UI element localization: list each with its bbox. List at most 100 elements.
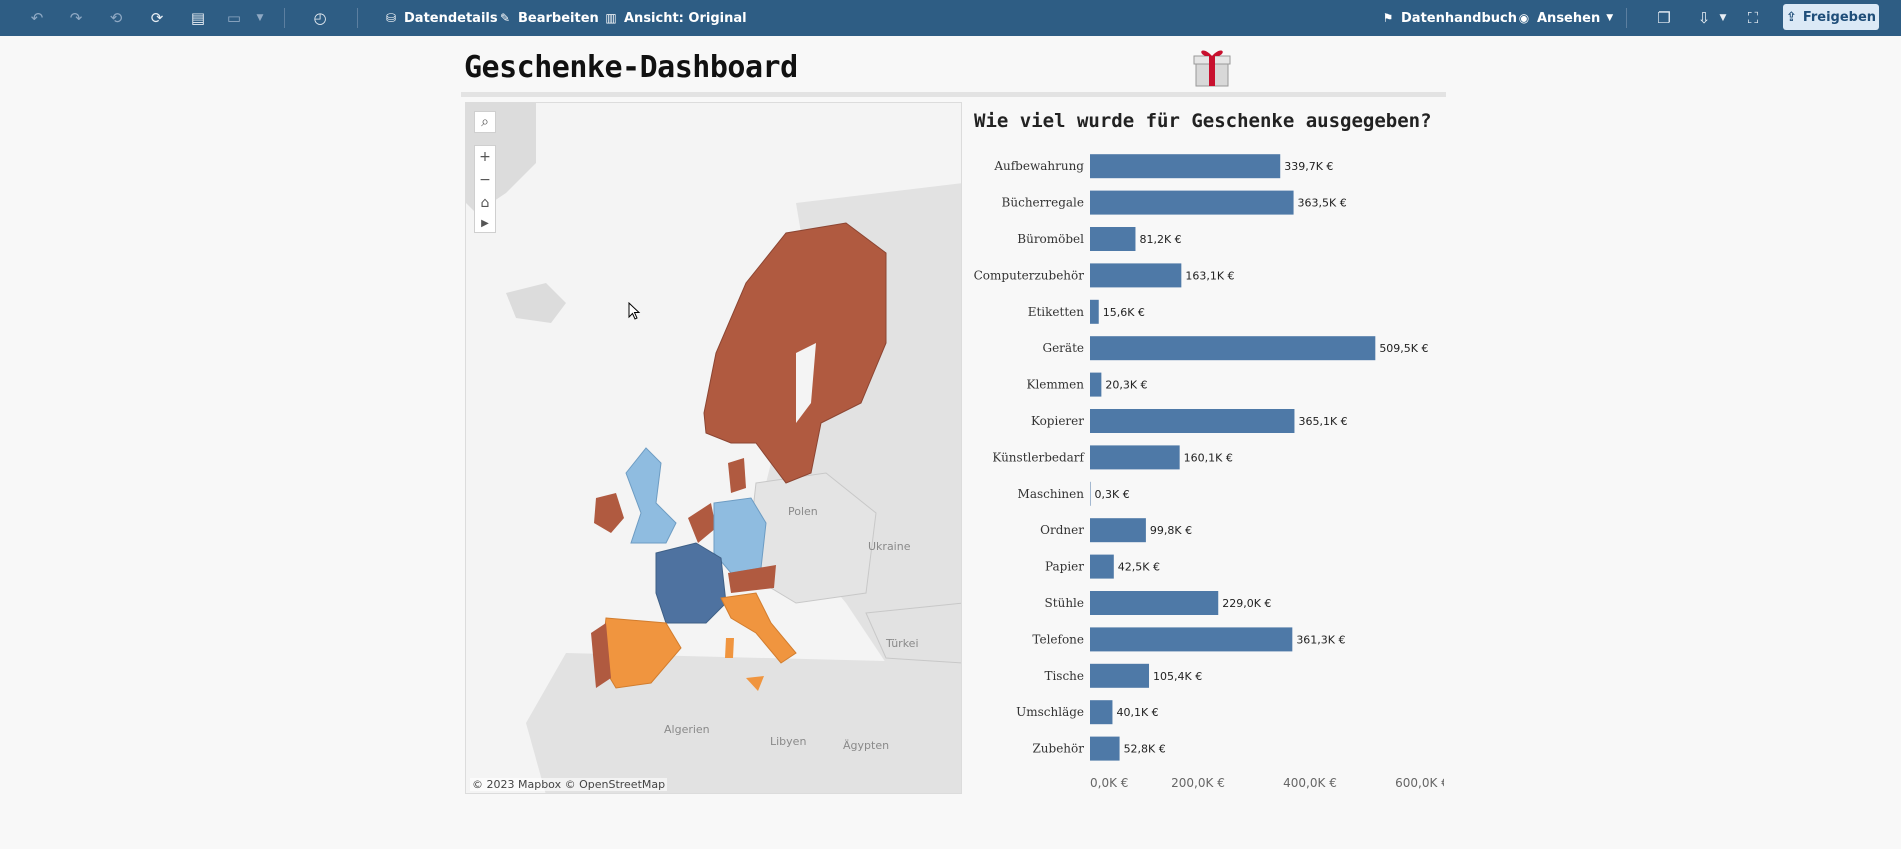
category-label: Maschinen <box>1018 487 1085 501</box>
toolbar-divider <box>357 8 358 28</box>
share-label: Freigeben <box>1802 9 1877 25</box>
bar[interactable] <box>1090 299 1099 324</box>
value-label: 105,4K € <box>1153 670 1202 683</box>
value-label: 52,8K € <box>1124 743 1166 756</box>
x-tick-label: 600,0K € <box>1395 776 1444 790</box>
comments-icon[interactable]: ❐ <box>1657 9 1671 27</box>
chart-title: Wie viel wurde für Geschenke ausgegeben? <box>974 110 1432 132</box>
map-attribution[interactable]: © 2023 Mapbox © OpenStreetMap <box>470 778 668 791</box>
map-label: Algerien <box>664 723 710 736</box>
data-guide-button[interactable]: ⚑ Datenhandbuch <box>1381 7 1517 29</box>
category-label: Klemmen <box>1027 378 1085 392</box>
refresh-data-icon[interactable]: ⟳ <box>150 9 164 27</box>
x-tick-label: 400,0K € <box>1283 776 1337 790</box>
search-icon: ⌕ <box>481 114 489 130</box>
fullscreen-icon[interactable]: ⛶ <box>1747 9 1759 27</box>
value-label: 509,5K € <box>1379 342 1428 355</box>
value-label: 81,2K € <box>1139 233 1181 246</box>
bar[interactable] <box>1090 663 1150 688</box>
value-label: 40,1K € <box>1116 706 1158 719</box>
value-label: 99,8K € <box>1150 524 1192 537</box>
value-label: 42,5K € <box>1118 561 1160 574</box>
pause-updates-icon[interactable]: ▤ <box>190 9 206 27</box>
presentation-icon[interactable]: ▭ <box>226 9 242 27</box>
value-label: 339,7K € <box>1284 160 1333 173</box>
value-label: 15,6K € <box>1103 306 1145 319</box>
category-label: Zubehör <box>1032 742 1084 756</box>
watch-label: Ansehen <box>1537 10 1601 26</box>
bar[interactable] <box>1090 227 1136 251</box>
data-details-label: Datendetails <box>404 10 498 26</box>
value-label: 0,3K € <box>1095 488 1130 501</box>
bar[interactable] <box>1090 409 1295 433</box>
chevron-down-icon[interactable]: ▼ <box>256 13 264 23</box>
value-label: 365,1K € <box>1298 415 1347 428</box>
europe-map[interactable] <box>466 103 962 794</box>
home-icon[interactable]: ⌂ <box>480 194 490 211</box>
map-search-button[interactable]: ⌕ <box>474 111 496 133</box>
database-icon: ⛁ <box>385 11 397 25</box>
value-label: 363,5K € <box>1298 197 1347 210</box>
mouse-cursor-icon <box>628 302 641 320</box>
category-label: Geräte <box>1042 341 1084 355</box>
share-icon: ⇪ <box>1785 9 1797 25</box>
download-icon[interactable]: ⇩ <box>1697 9 1711 27</box>
chevron-down-icon[interactable]: ▼ <box>1719 13 1727 23</box>
bar[interactable] <box>1090 190 1294 215</box>
bar[interactable] <box>1090 554 1114 579</box>
category-label: Kopierer <box>1031 414 1084 428</box>
bar[interactable] <box>1090 263 1182 288</box>
share-button[interactable]: ⇪ Freigeben <box>1783 4 1879 30</box>
bar[interactable] <box>1090 481 1091 506</box>
edit-label: Bearbeiten <box>518 10 599 26</box>
edit-button[interactable]: ✎ Bearbeiten <box>498 7 599 29</box>
category-label: Umschläge <box>1016 705 1084 719</box>
watch-button[interactable]: ◉ Ansehen ▼ <box>1517 7 1613 29</box>
zoom-in-icon[interactable]: + <box>479 149 491 166</box>
category-label: Künstlerbedarf <box>992 450 1085 464</box>
top-toolbar: ↶ ↷ ⟲ ⟳ ▤ ▭ ▼ ◴ ⛁ Datendetails ✎ Bearbei… <box>0 0 1901 36</box>
value-label: 361,3K € <box>1296 633 1345 646</box>
data-guide-icon: ⚑ <box>1382 11 1394 25</box>
data-guide-label: Datenhandbuch <box>1401 10 1517 26</box>
x-tick-label: 200,0K € <box>1171 776 1225 790</box>
play-icon[interactable]: ▶ <box>481 217 489 229</box>
category-label: Stühle <box>1045 596 1084 610</box>
category-label: Papier <box>1045 560 1084 574</box>
undo-icon[interactable]: ↶ <box>30 9 44 27</box>
category-label: Telefone <box>1032 632 1084 646</box>
zoom-out-icon[interactable]: − <box>479 172 491 189</box>
view-button[interactable]: ▥ Ansicht: Original <box>604 7 747 29</box>
map-view[interactable]: ⌕ + − ⌂ ▶ Polen Ukraine Türkei Algerien … <box>465 102 962 794</box>
bar[interactable] <box>1090 336 1376 361</box>
bar[interactable] <box>1090 154 1281 179</box>
map-label: Libyen <box>770 735 807 748</box>
category-label: Ordner <box>1040 523 1084 537</box>
category-label: Computerzubehör <box>974 268 1084 282</box>
edit-icon: ✎ <box>499 11 511 25</box>
bar[interactable] <box>1090 627 1293 652</box>
category-label: Bücherregale <box>1002 196 1084 210</box>
redo-icon[interactable]: ↷ <box>69 9 83 27</box>
bar[interactable] <box>1090 736 1120 761</box>
chevron-down-icon: ▼ <box>1606 13 1614 23</box>
bar[interactable] <box>1090 700 1113 725</box>
map-label: Türkei <box>886 637 919 650</box>
bar[interactable] <box>1090 372 1102 397</box>
map-label: Polen <box>788 505 818 518</box>
value-label: 163,1K € <box>1185 269 1234 282</box>
toolbar-divider <box>284 8 285 28</box>
performance-icon[interactable]: ◴ <box>313 9 327 27</box>
bar[interactable] <box>1090 591 1219 615</box>
title-divider <box>461 92 1446 97</box>
bar[interactable] <box>1090 445 1180 470</box>
view-label: Ansicht: Original <box>624 10 747 26</box>
revert-icon[interactable]: ⟲ <box>109 9 123 27</box>
bar-chart[interactable]: Aufbewahrung 339,7K € Bücherregale 363,5K €… <box>974 146 1444 796</box>
x-tick-label: 0,0K € <box>1090 776 1128 790</box>
map-zoom-controls: + − ⌂ ▶ <box>474 145 496 233</box>
bar[interactable] <box>1090 518 1146 543</box>
data-details-button[interactable]: ⛁ Datendetails <box>384 7 498 29</box>
value-label: 160,1K € <box>1184 451 1233 464</box>
category-label: Tische <box>1044 669 1084 683</box>
